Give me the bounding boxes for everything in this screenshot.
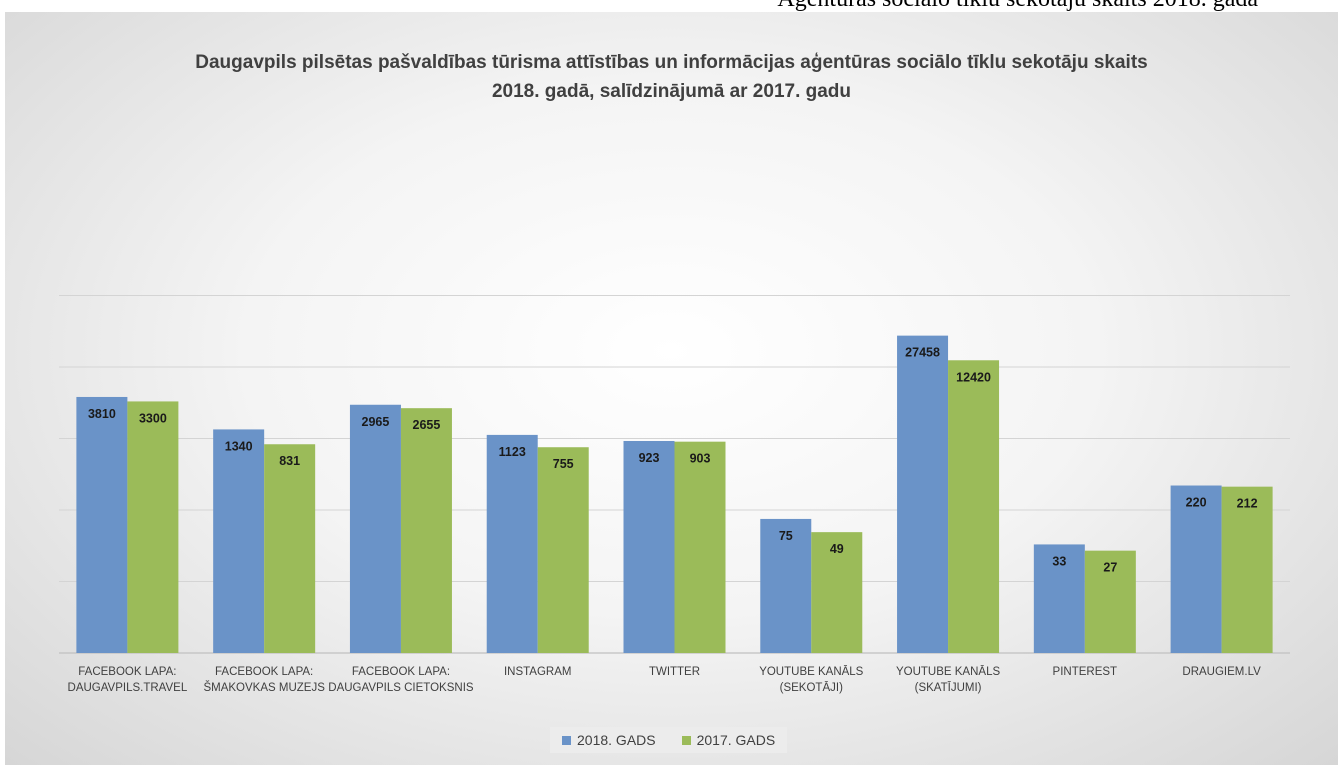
chart-title: Daugavpils pilsētas pašvaldības tūrisma … xyxy=(5,48,1338,106)
bar-2018 xyxy=(213,429,265,653)
bar-2018 xyxy=(623,440,675,653)
data-label: 3810 xyxy=(88,407,116,421)
category-label: PINTEREST xyxy=(1053,666,1118,678)
data-label: 220 xyxy=(1186,496,1207,510)
bar-2017 xyxy=(948,360,1000,653)
chart-legend: 2018. GADS 2017. GADS xyxy=(550,727,788,753)
category-label: (SKATĪJUMI) xyxy=(915,682,982,694)
bar-2017 xyxy=(1084,550,1136,653)
legend-item-2018: 2018. GADS xyxy=(562,732,656,748)
data-label: 27 xyxy=(1103,561,1117,575)
bar-chart-plot: 3810 3300 FACEBOOK LAPA: DAUGAVPILS.TRAVEL 1… xyxy=(59,295,1290,694)
data-label: 3300 xyxy=(139,411,167,425)
data-label: 2655 xyxy=(413,418,441,432)
category-label: TWITTER xyxy=(649,666,700,678)
chart-panel: Daugavpils pilsētas pašvaldības tūrisma … xyxy=(5,12,1338,765)
legend-label-2018: 2018. GADS xyxy=(577,732,656,748)
category-label: FACEBOOK LAPA: xyxy=(78,666,176,678)
chart-title-line-2: 2018. gadā, salīdzinājumā ar 2017. gadu xyxy=(491,81,852,102)
legend-label-2017: 2017. GADS xyxy=(696,732,776,748)
category-label: YOUTUBE KANĀLS xyxy=(759,666,863,678)
category-label: YOUTUBE KANĀLS xyxy=(896,666,1000,678)
bar-2018 xyxy=(1033,544,1085,653)
bar-2017 xyxy=(400,408,452,653)
data-label: 903 xyxy=(690,452,711,466)
bar-2017 xyxy=(264,444,316,653)
bar-2018 xyxy=(760,518,812,653)
legend-swatch-2018 xyxy=(562,735,571,745)
data-label: 831 xyxy=(279,454,300,468)
chart-title-line-1: Daugavpils pilsētas pašvaldības tūrisma … xyxy=(195,52,1148,73)
category-label: FACEBOOK LAPA: xyxy=(352,666,450,678)
bar-2017 xyxy=(537,447,589,653)
data-label: 33 xyxy=(1052,554,1066,568)
data-label: 27458 xyxy=(905,346,940,360)
category-label: DRAUGIEM.LV xyxy=(1182,666,1261,678)
legend-item-2017: 2017. GADS xyxy=(681,732,776,748)
category-label: FACEBOOK LAPA: xyxy=(215,666,313,678)
data-label: 49 xyxy=(830,542,844,556)
category-label: DAUGAVPILS.TRAVEL xyxy=(68,682,188,694)
data-label: 212 xyxy=(1237,497,1258,511)
data-label: 1123 xyxy=(499,445,526,459)
category-label: DAUGAVPILS CIETOKSNIS xyxy=(328,682,474,694)
bar-2018 xyxy=(349,404,401,653)
data-label: 75 xyxy=(779,529,793,543)
bar-2017 xyxy=(1221,486,1273,653)
data-label: 923 xyxy=(639,451,660,465)
data-label: 755 xyxy=(553,457,574,471)
bar-2017 xyxy=(811,532,863,653)
page-caption: Aģentūras sociālo tīklu sekotāju skaits … xyxy=(777,0,1258,13)
bar-2017 xyxy=(127,401,179,653)
data-label: 1340 xyxy=(225,439,253,453)
bar-2018 xyxy=(897,335,949,653)
category-label: (SEKOTĀJI) xyxy=(780,682,843,694)
bar-2017 xyxy=(674,441,726,653)
data-label: 12420 xyxy=(956,370,991,384)
category-label: INSTAGRAM xyxy=(504,666,572,678)
category-label: ŠMAKOVKAS MUZEJS xyxy=(203,681,325,694)
data-label: 2965 xyxy=(362,415,390,429)
bar-2018 xyxy=(76,396,128,653)
bar-2018 xyxy=(486,434,538,653)
bar-2018 xyxy=(1170,485,1222,653)
legend-swatch-2017 xyxy=(681,735,691,745)
